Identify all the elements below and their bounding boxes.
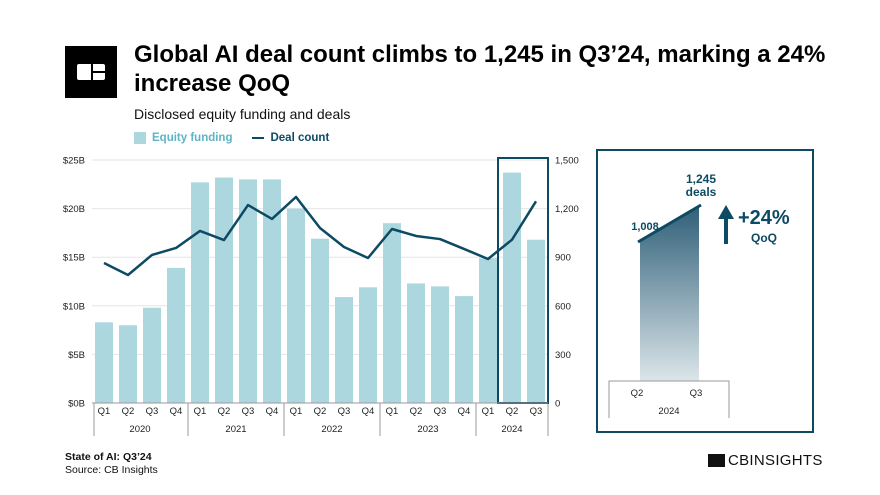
x-tick-quarter: Q3: [530, 406, 543, 417]
highlight-panel: [596, 149, 814, 433]
bar-equity-funding: [335, 297, 353, 403]
area-deal-count: [640, 206, 699, 381]
x-tick-quarter: Q1: [290, 406, 303, 417]
right-axis-tick: 1,200: [555, 204, 579, 215]
legend: Equity funding Deal count: [134, 132, 329, 144]
left-axis-tick: $5B: [68, 350, 85, 361]
bar-equity-funding: [311, 238, 329, 403]
x-tick-year: 2022: [321, 424, 342, 435]
x-tick-quarter: Q2: [122, 406, 135, 417]
report-name: State of AI: Q3’24: [65, 451, 152, 463]
line-deal-count: [103, 195, 538, 277]
legend-swatch-deals: [252, 137, 265, 139]
bar-equity-funding: [383, 223, 401, 403]
cb-logo-icon: [77, 64, 105, 80]
legend-label-deals: Deal count: [270, 132, 330, 144]
mini-x-tick: Q3: [690, 388, 703, 399]
bar-equity-funding: [503, 172, 521, 403]
bar-equity-funding: [431, 286, 449, 403]
x-tick-quarter: Q3: [242, 406, 255, 417]
x-tick-quarter: Q4: [458, 406, 471, 417]
x-tick-quarter: Q1: [194, 406, 207, 417]
x-tick-quarter: Q1: [386, 406, 399, 417]
bar-equity-funding: [359, 287, 377, 403]
value-label-q3: 1,245: [686, 172, 716, 186]
x-tick-quarter: Q1: [482, 406, 495, 417]
bar-equity-funding: [263, 179, 281, 403]
x-tick-quarter: Q3: [338, 406, 351, 417]
x-tick-year: 2020: [129, 424, 150, 435]
mini-x-year: 2024: [658, 406, 679, 417]
mini-axis-box: [608, 380, 730, 418]
x-tick-quarter: Q3: [434, 406, 447, 417]
right-axis-tick: 300: [555, 350, 571, 361]
x-tick-year: 2024: [501, 424, 522, 435]
brand-logo: CBINSIGHTS: [708, 452, 823, 469]
bar-equity-funding: [407, 283, 425, 403]
x-tick-quarter: Q4: [362, 406, 375, 417]
right-axis-tick: 600: [555, 301, 571, 312]
right-axis-tick: 0: [555, 399, 560, 410]
x-tick-quarter: Q2: [218, 406, 231, 417]
x-tick-quarter: Q4: [266, 406, 279, 417]
cb-logo: [65, 46, 117, 98]
x-tick-year: 2021: [225, 424, 246, 435]
bar-equity-funding: [119, 325, 137, 403]
x-tick-quarter: Q2: [410, 406, 423, 417]
bar-equity-funding: [239, 179, 257, 403]
bar-equity-funding: [143, 307, 161, 403]
mini-x-tick: Q2: [631, 388, 644, 399]
left-axis-tick: $25B: [63, 156, 85, 167]
brand-logo-icon: [708, 454, 725, 467]
bar-equity-funding: [479, 258, 497, 403]
change-value: +24%: [738, 207, 790, 229]
value-label-suffix: deals: [686, 185, 717, 199]
x-tick-quarter: Q2: [314, 406, 327, 417]
bar-equity-funding: [287, 208, 305, 403]
page-title: Global AI deal count climbs to 1,245 in …: [134, 41, 826, 97]
bar-equity-funding: [167, 267, 185, 403]
left-axis-tick: $10B: [63, 301, 85, 312]
x-tick-quarter: Q4: [170, 406, 183, 417]
left-axis-tick: $20B: [63, 204, 85, 215]
right-axis-tick: 1,500: [555, 156, 579, 167]
x-tick-year: 2023: [417, 424, 438, 435]
bar-equity-funding: [215, 177, 233, 403]
change-label: QoQ: [751, 231, 777, 245]
bar-equity-funding: [95, 322, 113, 403]
left-axis-tick: $0B: [68, 399, 85, 410]
bar-equity-funding: [191, 182, 209, 403]
arrow-up-icon: [718, 205, 734, 244]
value-label-q2: 1,008: [631, 221, 659, 233]
x-tick-quarter: Q2: [506, 406, 519, 417]
bar-equity-funding: [527, 239, 545, 403]
x-tick-quarter: Q1: [98, 406, 111, 417]
left-axis-tick: $15B: [63, 253, 85, 264]
brand-name: CBINSIGHTS: [728, 452, 823, 469]
right-axis-tick: 900: [555, 253, 571, 264]
bar-equity-funding: [455, 296, 473, 403]
chart-subtitle: Disclosed equity funding and deals: [134, 106, 351, 122]
legend-swatch-equity: [134, 132, 146, 144]
area-top-line: [637, 203, 702, 244]
legend-label-equity: Equity funding: [152, 132, 233, 144]
source-note: Source: CB Insights: [65, 464, 158, 476]
x-tick-quarter: Q3: [146, 406, 159, 417]
